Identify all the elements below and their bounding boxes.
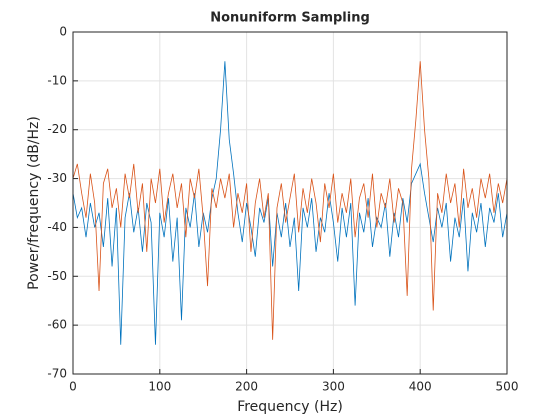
x-tick-label: 0 bbox=[69, 380, 77, 394]
axes-box bbox=[72, 31, 508, 375]
x-tick-label: 300 bbox=[322, 380, 345, 394]
x-axis-label: Frequency (Hz) bbox=[237, 399, 343, 415]
y-tick-label: -60 bbox=[47, 318, 67, 332]
x-tick-label: 400 bbox=[409, 380, 432, 394]
chart-title: Nonuniform Sampling bbox=[210, 11, 370, 26]
y-axis-label: Power/frequency (dB/Hz) bbox=[26, 116, 42, 290]
y-tick-label: 0 bbox=[59, 25, 67, 39]
y-tick-label: -20 bbox=[47, 122, 67, 136]
y-tick-label: -50 bbox=[47, 269, 67, 283]
x-tick-label: 500 bbox=[496, 380, 519, 394]
y-tick-label: -40 bbox=[47, 220, 67, 234]
x-tick-label: 200 bbox=[235, 380, 258, 394]
series-line bbox=[72, 61, 508, 345]
y-tick-label: -70 bbox=[47, 367, 67, 381]
y-tick-label: -10 bbox=[47, 73, 67, 87]
x-tick-label: 100 bbox=[148, 380, 171, 394]
y-tick-label: -30 bbox=[47, 171, 67, 185]
series-line bbox=[72, 61, 508, 340]
